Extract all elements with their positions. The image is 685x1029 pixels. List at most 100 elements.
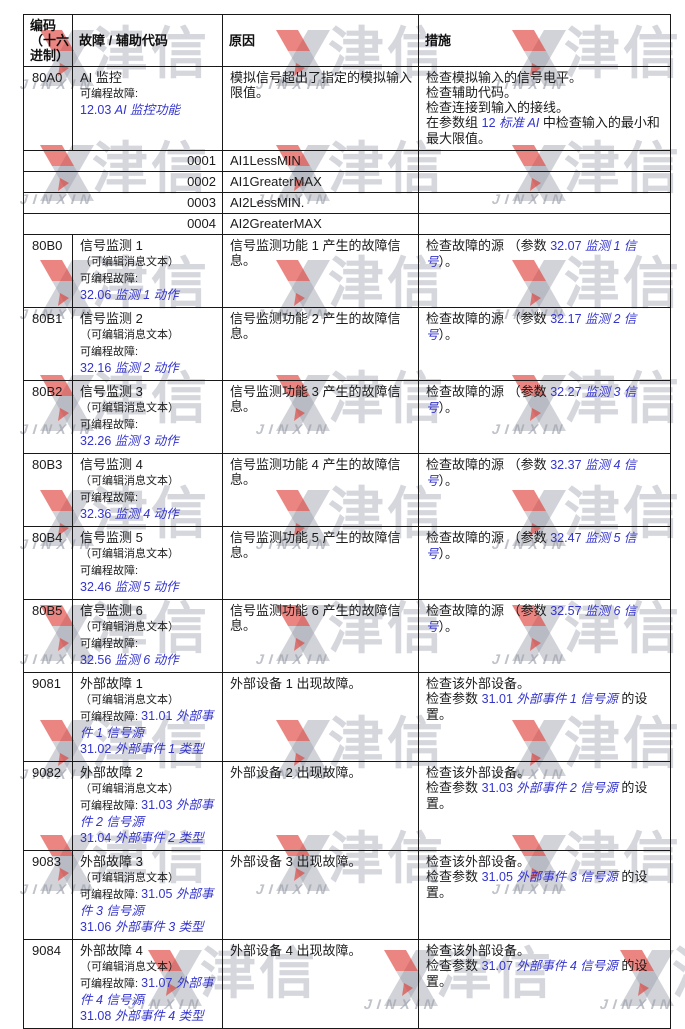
text-segment: 模拟信号超出了指定的模拟输入限值。 <box>230 70 413 100</box>
fault-cell: 信号监测 1 （可编辑消息文本） 可编程故障: 32.06 监测 1 动作 <box>72 234 223 308</box>
fault-row: 80B5 信号监测 6 （可编辑消息文本） 可编程故障: 32.56 监测 6 动作 信号… <box>23 599 671 673</box>
aux-code-row: 0004 AI2GreaterMAX <box>23 213 671 235</box>
fault-cell: 外部故障 2 （可编辑消息文本） 可编程故障: 31.03 外部事件 2 信号源 31… <box>72 761 223 851</box>
aux-code-row: 0001 AI1LessMIN <box>23 150 671 172</box>
param-link[interactable]: 外部事件 4 类型 <box>114 1009 204 1023</box>
code-cell: 9081 <box>23 672 73 762</box>
text-segment: 检查该外部设备。 <box>426 765 531 780</box>
param-link[interactable]: 外部事件 1 类型 <box>114 742 204 756</box>
param-link[interactable]: 监测 3 动作 <box>114 434 179 448</box>
param-link[interactable]: 31.07 <box>481 959 517 973</box>
action-cell: 检查该外部设备。 检查参数 31.05 外部事件 3 信号源 的设置。 <box>418 850 671 940</box>
code-cell: 80B2 <box>23 380 73 454</box>
param-link[interactable]: 监测 3 信号 <box>426 385 637 415</box>
fault-cell: 信号监测 6 （可编辑消息文本） 可编程故障: 32.56 监测 6 动作 <box>72 599 223 673</box>
param-link[interactable]: 12.03 <box>80 103 115 117</box>
text-segment: （可编辑消息文本） <box>80 961 179 973</box>
param-link[interactable]: 32.37 <box>550 458 585 472</box>
fault-row: 9083 外部故障 3 （可编辑消息文本） 可编程故障: 31.05 外部事件 3 信… <box>23 850 671 940</box>
text-segment: 外部设备 2 出现故障。 <box>230 765 362 780</box>
text-segment: 信号监测 4 <box>80 457 143 472</box>
action-cell: 检查故障的源 （参数 32.47 监测 5 信号）。 <box>418 526 671 600</box>
col-header-fault: 故障 / 辅助代码 <box>72 14 223 67</box>
cause-cell: 外部设备 1 出现故障。 <box>222 672 419 762</box>
param-link[interactable]: 外部事件 2 信号源 <box>516 781 618 795</box>
text-segment: 检查参数 <box>426 869 482 884</box>
param-link[interactable]: 标准 AI <box>499 116 540 130</box>
param-link[interactable]: 监测 4 动作 <box>114 507 179 521</box>
param-link[interactable]: 监测 2 信号 <box>426 312 637 342</box>
param-link[interactable]: 31.03 <box>481 781 517 795</box>
text-segment: 信号监测 1 <box>80 238 143 253</box>
param-link[interactable]: 监测 5 信号 <box>426 531 637 561</box>
param-link[interactable]: 监测 5 动作 <box>114 580 179 594</box>
param-link[interactable]: 外部事件 1 信号源 <box>516 692 618 706</box>
param-link[interactable]: 31.06 <box>80 920 115 934</box>
cause-cell: 模拟信号超出了指定的模拟输入限值。 <box>222 66 419 151</box>
code-cell: 9084 <box>23 939 73 1029</box>
cause-cell: 外部设备 3 出现故障。 <box>222 850 419 940</box>
param-link[interactable]: 32.06 <box>80 288 115 302</box>
action-cell: 检查故障的源 （参数 32.57 监测 6 信号）。 <box>418 599 671 673</box>
param-link[interactable]: 32.56 <box>80 653 115 667</box>
param-link[interactable]: 32.27 <box>550 385 585 399</box>
param-link[interactable]: 外部事件 4 信号源 <box>516 959 618 973</box>
param-link[interactable]: 监测 6 信号 <box>426 604 637 634</box>
param-link[interactable]: 32.46 <box>80 580 115 594</box>
code-cell: 80A0 <box>23 66 73 151</box>
code-cell: 80B3 <box>23 453 73 527</box>
param-link[interactable]: 监测 2 动作 <box>114 361 179 375</box>
param-link[interactable]: 31.04 <box>80 831 115 845</box>
fault-cell: 外部故障 1 （可编辑消息文本） 可编程故障: 31.01 外部事件 1 信号源 31… <box>72 672 223 762</box>
param-link[interactable]: 32.47 <box>550 531 585 545</box>
action-cell <box>418 171 671 193</box>
text-segment: 信号监测功能 4 产生的故障信息。 <box>230 457 401 487</box>
text-segment: 外部故障 2 <box>80 765 143 780</box>
param-link[interactable]: 外部事件 3 信号源 <box>80 887 214 918</box>
text-segment: 可编程故障: <box>80 889 142 901</box>
param-link[interactable]: 31.01 <box>481 692 517 706</box>
text-segment: 的设置。 <box>426 780 648 811</box>
text-segment: 外部设备 4 出现故障。 <box>230 943 362 958</box>
text-segment: 信号监测 2 <box>80 311 143 326</box>
param-link[interactable]: 32.17 <box>550 312 585 326</box>
fault-row: 80B3 信号监测 4 （可编辑消息文本） 可编程故障: 32.36 监测 4 动作 信号… <box>23 453 671 527</box>
param-link[interactable]: AI 监控功能 <box>114 103 181 117</box>
col-header-action: 措施 <box>418 14 671 67</box>
param-link[interactable]: 监测 1 信号 <box>426 239 637 269</box>
param-link[interactable]: 31.02 <box>80 742 115 756</box>
param-link[interactable]: 外部事件 2 类型 <box>114 831 204 845</box>
text-segment: 检查故障的源 （参数 <box>426 530 551 545</box>
param-link[interactable]: 外部事件 2 信号源 <box>80 798 214 829</box>
param-link[interactable]: 31.03 <box>141 798 176 812</box>
action-cell: 检查故障的源 （参数 32.07 监测 1 信号）。 <box>418 234 671 308</box>
text-segment: 可编程故障: <box>80 711 142 723</box>
action-cell: 检查故障的源 （参数 32.37 监测 4 信号）。 <box>418 453 671 527</box>
text-segment: 外部设备 3 出现故障。 <box>230 854 362 869</box>
param-link[interactable]: 监测 4 信号 <box>426 458 637 488</box>
param-link[interactable]: 外部事件 1 信号源 <box>80 709 214 740</box>
param-link[interactable]: 外部事件 3 信号源 <box>516 870 618 884</box>
param-link[interactable]: 31.05 <box>141 887 176 901</box>
param-link[interactable]: 32.26 <box>80 434 115 448</box>
param-link[interactable]: 12 <box>481 116 500 130</box>
code-cell: 80B5 <box>23 599 73 673</box>
param-link[interactable]: 31.08 <box>80 1009 115 1023</box>
param-link[interactable]: 32.57 <box>550 604 585 618</box>
watermark-cn-text: 津信 <box>672 944 685 1004</box>
param-link[interactable]: 32.07 <box>550 239 585 253</box>
param-link[interactable]: 外部事件 3 类型 <box>114 920 204 934</box>
aux-name-cell: AI1LessMIN <box>222 150 419 172</box>
param-link[interactable]: 31.01 <box>141 709 176 723</box>
code-cell: 9083 <box>23 850 73 940</box>
text-segment: 信号监测功能 2 产生的故障信息。 <box>230 311 401 341</box>
param-link[interactable]: 31.05 <box>481 870 517 884</box>
param-link[interactable]: 监测 6 动作 <box>114 653 179 667</box>
action-cell: 检查该外部设备。 检查参数 31.03 外部事件 2 信号源 的设置。 <box>418 761 671 851</box>
param-link[interactable]: 31.07 <box>141 976 176 990</box>
param-link[interactable]: 监测 1 动作 <box>114 288 179 302</box>
fault-cell: 外部故障 4 （可编辑消息文本） 可编程故障: 31.07 外部事件 4 信号源 31… <box>72 939 223 1029</box>
col-header-cause: 原因 <box>222 14 419 67</box>
param-link[interactable]: 32.16 <box>80 361 115 375</box>
param-link[interactable]: 32.36 <box>80 507 115 521</box>
